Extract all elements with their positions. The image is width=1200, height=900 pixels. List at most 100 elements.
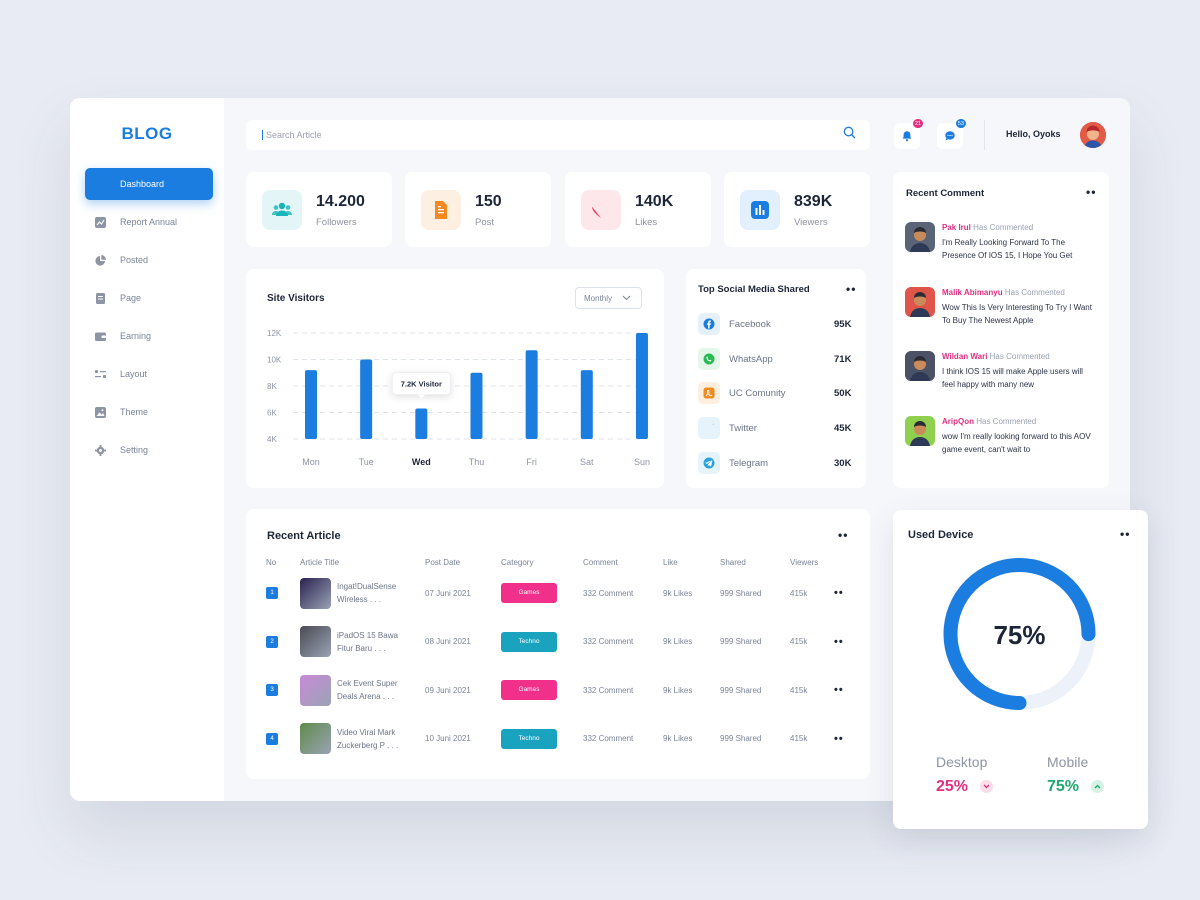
sidebar-item-layout[interactable]: Layout — [85, 358, 213, 390]
users-icon — [262, 190, 302, 230]
article-thumbnail[interactable] — [300, 723, 331, 755]
stat-card-viewers[interactable]: 839K Viewers — [724, 172, 870, 247]
x-tick-label: Mon — [302, 457, 320, 467]
table-row[interactable]: 1 Ingat!DualSense Wireless . . . 07 Juni 2… — [266, 569, 856, 618]
social-item-twitter[interactable]: Twitter 45K — [698, 417, 858, 441]
sidebar-item-theme[interactable]: Theme — [85, 396, 213, 428]
social-menu-button[interactable]: •• — [846, 282, 857, 296]
comment-item[interactable]: Malik Abimanyu Has Commented Wow This Is … — [905, 286, 1095, 339]
chart-tooltip-text: 7.2K Visitor — [401, 380, 442, 389]
social-item-facebook[interactable]: Facebook 95K — [698, 313, 858, 337]
commenter-name[interactable]: Wildan Wari — [942, 352, 988, 361]
device-donut — [943, 558, 1096, 710]
article-table: No Article Title Post Date Category Comment L… — [266, 555, 856, 763]
sidebar-item-posted[interactable]: Posted — [85, 244, 213, 276]
article-title[interactable]: Video Viral Mark Zuckerberg P . . . — [337, 727, 399, 750]
recent-comment-card: Recent Comment •• Pak Irul Has Commented… — [893, 172, 1109, 488]
category-badge[interactable]: Games — [501, 583, 557, 604]
stat-card-post[interactable]: 150 Post — [405, 172, 551, 247]
logo[interactable]: BLOG — [121, 124, 173, 143]
article-thumbnail[interactable] — [300, 674, 331, 706]
x-tick-label: Wed — [412, 457, 431, 467]
device-menu-button[interactable]: •• — [1120, 527, 1131, 541]
search-input[interactable] — [262, 130, 835, 140]
table-row[interactable]: 4 Video Viral Mark Zuckerberg P . . . 10 J… — [266, 715, 856, 764]
post-date: 07 Juni 2021 — [425, 588, 471, 598]
comment-item[interactable]: AripQon Has Commented wow I'm really look… — [905, 415, 1095, 468]
bar-sat[interactable] — [580, 370, 593, 439]
user-avatar[interactable] — [1080, 122, 1106, 148]
sidebar-item-label: Layout — [120, 369, 148, 379]
sidebar-item-page[interactable]: Page — [85, 282, 213, 314]
comment-text: I think IOS 15 will make Apple users wil… — [942, 367, 1083, 389]
bar-thu[interactable] — [470, 372, 483, 439]
sidebar-item-earning[interactable]: Earning — [85, 320, 213, 352]
comment-count: 332 Comment — [583, 685, 634, 695]
pie-icon — [95, 254, 106, 266]
category-badge[interactable]: Techno — [501, 631, 557, 652]
table-row[interactable]: 2 iPadOS 15 Bawa Fitur Baru . . . 08 Juni … — [266, 618, 856, 667]
category-badge[interactable]: Techno — [501, 728, 557, 749]
row-menu-button[interactable]: •• — [834, 684, 844, 697]
site-visitors-card: Site Visitors Monthly 12K 10K 8K 6K 4K Mon Tue… — [246, 269, 664, 488]
article-thumbnail[interactable] — [300, 626, 331, 658]
period-select[interactable]: Monthly — [575, 287, 642, 309]
uc-icon — [698, 382, 720, 405]
bar-sun[interactable] — [635, 333, 648, 439]
shared-count: 999 Shared — [720, 637, 762, 647]
bar-tue[interactable] — [360, 359, 373, 440]
comment-menu-button[interactable]: •• — [1086, 185, 1097, 199]
visitors-chart: 12K 10K 8K 6K 4K Mon Tue Wed 7.2K Visitor Thu Fri S… — [267, 329, 650, 467]
desktop-value: 25% — [936, 778, 969, 795]
commenter-suffix: Has Commented — [976, 416, 1037, 426]
messages-button[interactable]: 53 — [937, 118, 967, 149]
social-name: Telegram — [729, 457, 769, 469]
social-item-uc-comunity[interactable]: UC Comunity 50K — [698, 382, 858, 406]
sidebar-item-label: Setting — [120, 445, 149, 455]
social-value: 50K — [834, 388, 852, 400]
article-menu-button[interactable]: •• — [838, 528, 849, 542]
stat-value: 140K — [635, 193, 674, 210]
category-badge[interactable]: Games — [501, 680, 557, 701]
bell-icon — [902, 131, 912, 142]
page-icon — [95, 292, 106, 304]
commenter-name[interactable]: AripQon — [942, 416, 974, 426]
notification-button[interactable]: 21 — [894, 118, 924, 149]
bar-fri[interactable] — [525, 350, 538, 439]
commenter-name[interactable]: Pak Irul — [942, 223, 971, 232]
layout-icon — [95, 369, 106, 380]
sidebar: BLOG Dashboard Report Annual Posted Page Ear… — [70, 98, 224, 801]
article-thumbnail[interactable] — [300, 577, 331, 609]
article-title[interactable]: iPadOS 15 Bawa Fitur Baru . . . — [337, 630, 398, 653]
wallet-icon — [95, 331, 106, 342]
recent-comment-title: Recent Comment — [906, 188, 985, 199]
social-item-telegram[interactable]: Telegram 30K — [698, 451, 858, 476]
table-row[interactable]: 3 Cek Event Super Deals Arena . . . 09 Jun… — [266, 666, 856, 715]
post-date: 09 Juni 2021 — [425, 685, 471, 695]
row-menu-button[interactable]: •• — [834, 635, 844, 648]
stat-label: Viewers — [794, 217, 828, 228]
article-title[interactable]: Ingat!DualSense Wireless . . . — [337, 582, 397, 605]
social-item-whatsapp[interactable]: WhatsApp 71K — [698, 347, 858, 372]
like-count: 9k Likes — [663, 685, 693, 695]
viewer-count: 415k — [790, 734, 808, 744]
row-menu-button[interactable]: •• — [834, 587, 844, 600]
sidebar-item-report-annual[interactable]: Report Annual — [85, 206, 213, 238]
article-title[interactable]: Cek Event Super Deals Arena . . . — [337, 679, 398, 702]
sidebar-item-setting[interactable]: Setting — [85, 434, 213, 466]
column-header: Post Date — [425, 557, 461, 567]
stat-card-followers[interactable]: 14.200 Followers — [246, 172, 392, 247]
comment-text: Wow This Is Very Interesting To Try I Wa… — [942, 302, 1092, 325]
heart-icon — [581, 190, 621, 230]
bar-mon[interactable] — [305, 370, 317, 439]
comment-item[interactable]: Pak Irul Has Commented I'm Really Looking… — [905, 222, 1095, 274]
sidebar-item-dashboard[interactable]: Dashboard — [85, 168, 213, 200]
bar-wed[interactable] — [415, 408, 428, 439]
commenter-suffix: Has Commented — [973, 223, 1034, 232]
search-icon[interactable] — [843, 126, 856, 144]
row-menu-button[interactable]: •• — [834, 732, 844, 745]
stat-card-likes[interactable]: 140K Likes — [565, 172, 711, 247]
comment-item[interactable]: Wildan Wari Has Commented I think IOS 15 … — [905, 351, 1095, 403]
commenter-name[interactable]: Malik Abimanyu — [942, 287, 1003, 297]
gear-icon — [95, 444, 106, 456]
